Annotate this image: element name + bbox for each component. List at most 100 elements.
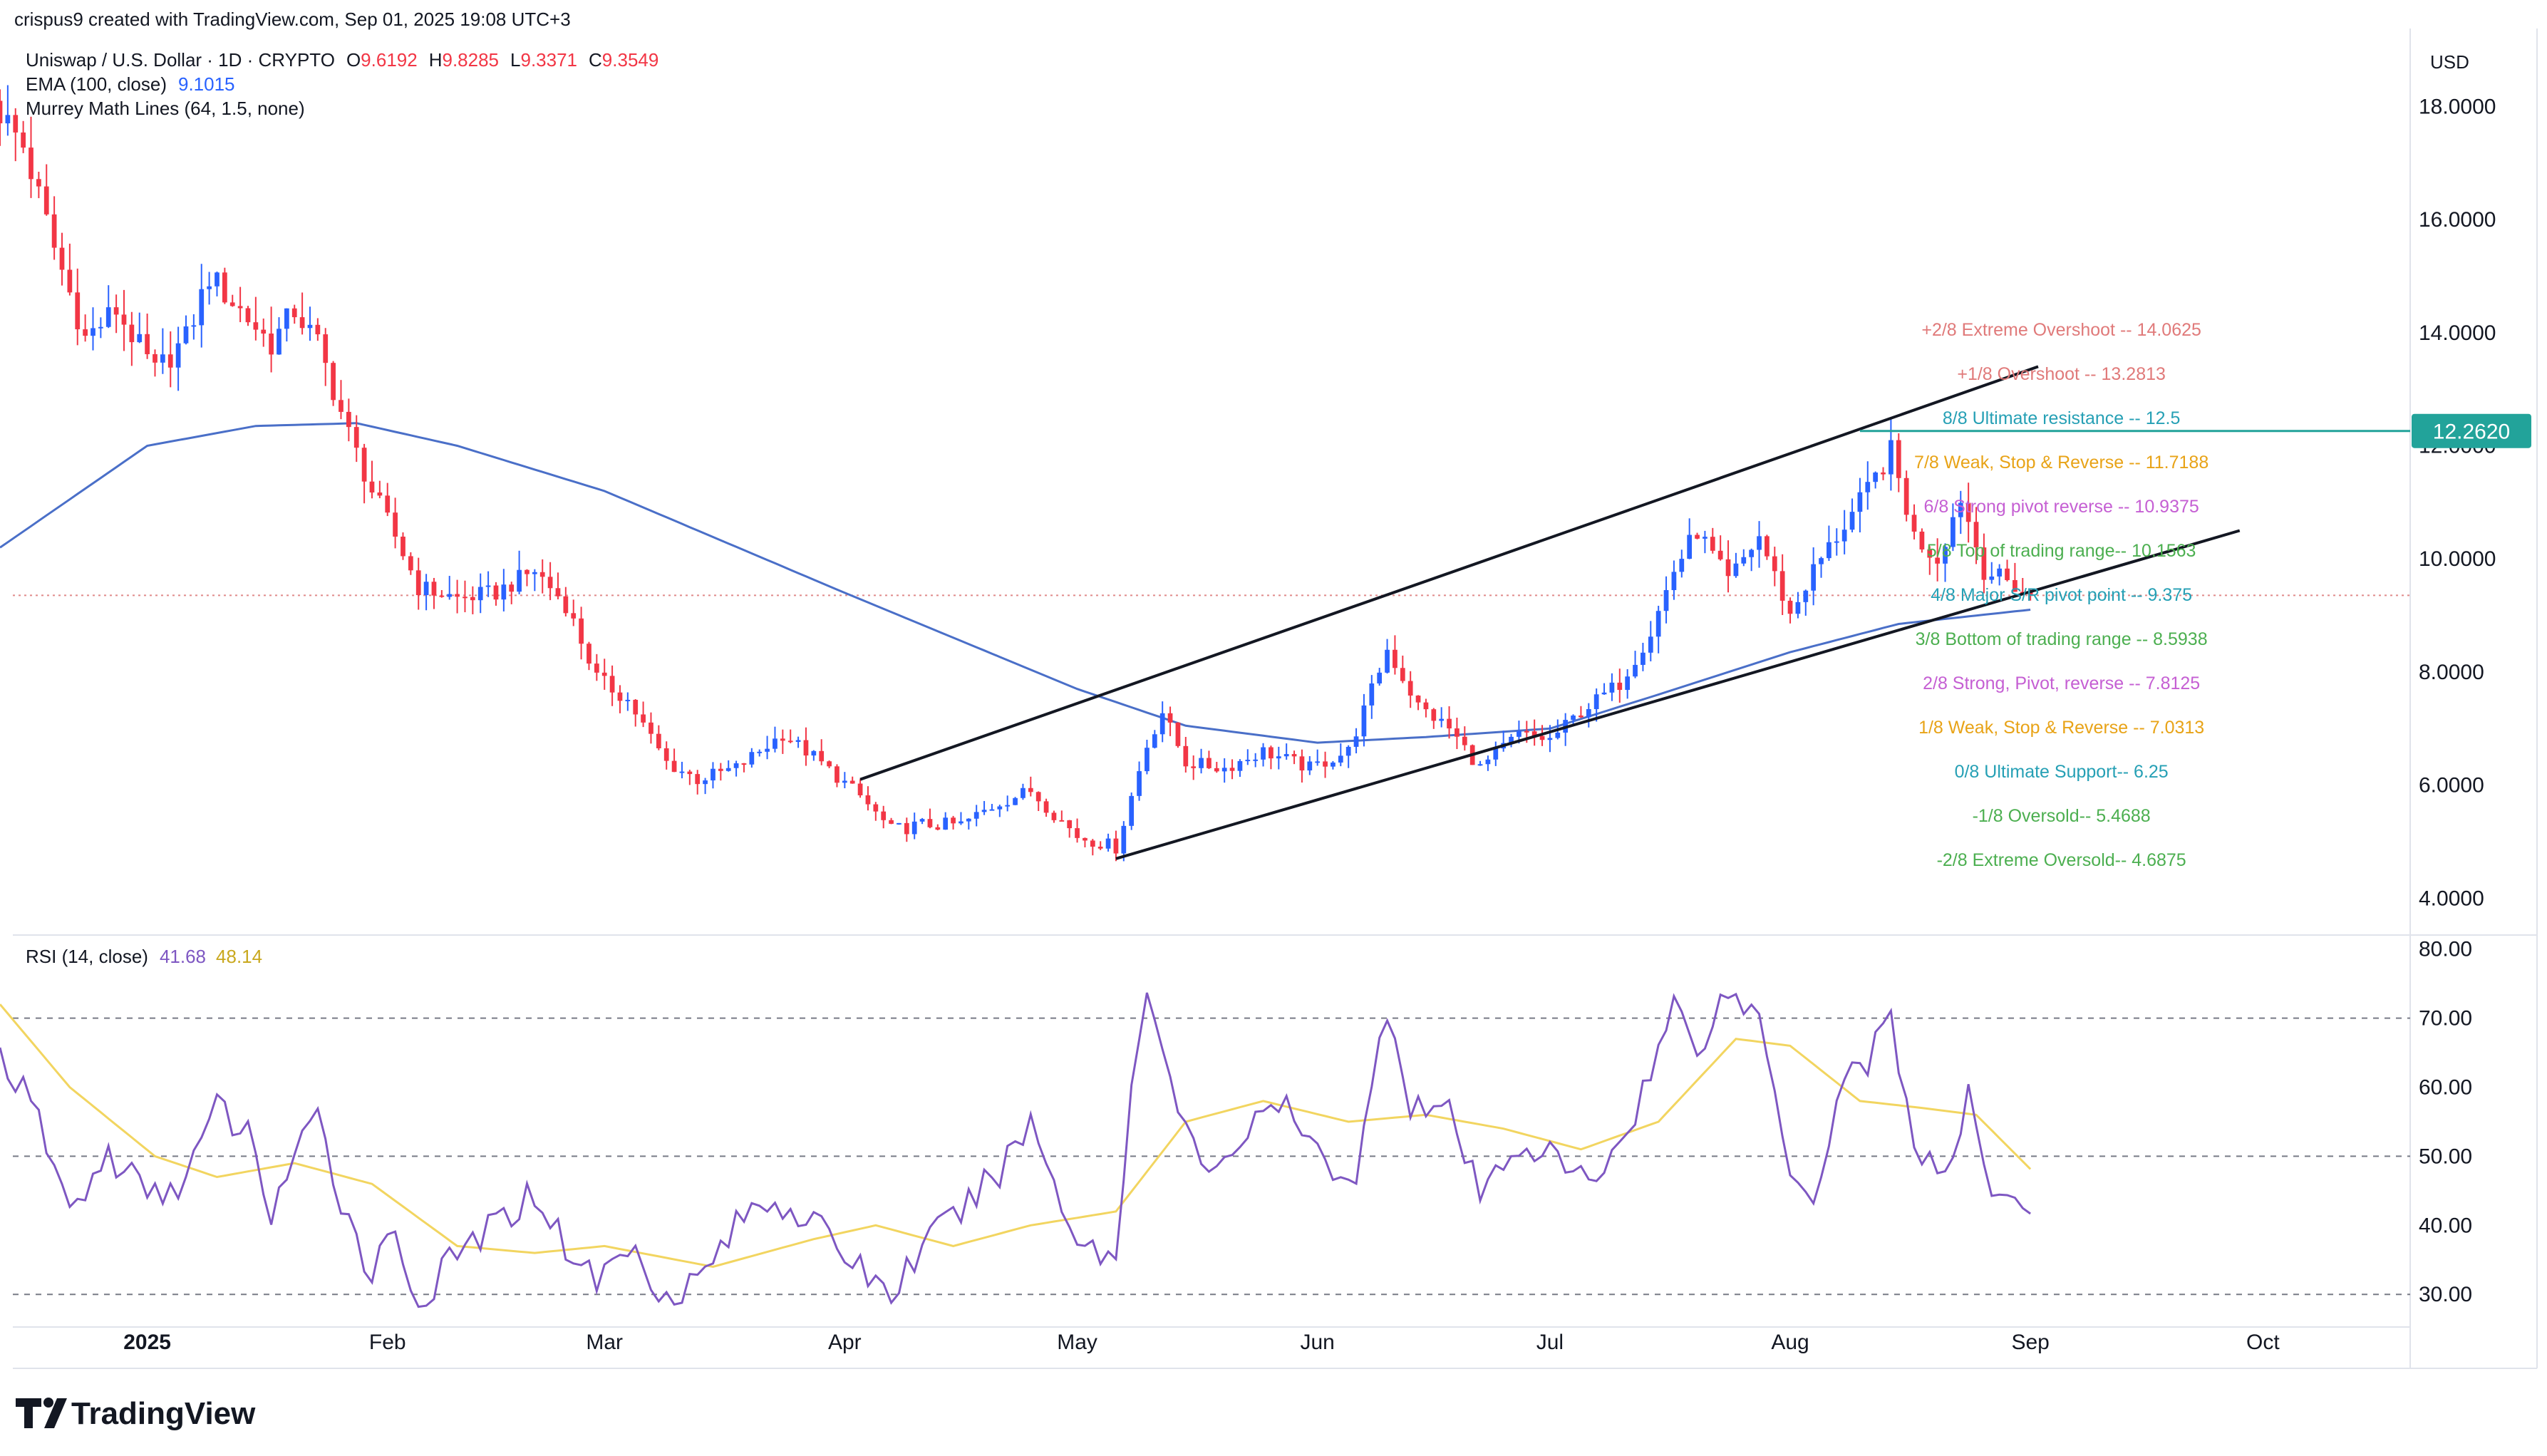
candle <box>1237 759 1243 778</box>
legend-row-rsi[interactable]: RSI (14, close) 41.68 48.14 <box>26 946 262 967</box>
candle <box>1043 798 1049 817</box>
candle <box>51 196 57 260</box>
candle <box>1283 743 1289 760</box>
trend-channel[interactable] <box>859 365 2241 860</box>
candle <box>671 748 677 773</box>
candle-body <box>485 585 491 587</box>
channel-lower-line[interactable] <box>1115 529 2241 860</box>
murrey-level-label: 3/8 Bottom of trading range -- 8.5938 <box>1916 629 2208 649</box>
candle <box>393 497 398 549</box>
candle <box>439 589 445 598</box>
candle-body <box>1989 576 1995 580</box>
candle-body <box>1772 556 1777 572</box>
candle <box>1028 776 1033 797</box>
candle <box>361 443 367 504</box>
candle-body <box>1865 482 1871 492</box>
candle <box>1641 642 1646 671</box>
murrey-level-label: 4/8 Major S/R pivot point -- 9.375 <box>1931 585 2192 605</box>
legend-row-ema[interactable]: EMA (100, close) 9.1015 <box>26 73 235 95</box>
candle-body <box>1299 756 1305 771</box>
candle <box>555 572 561 599</box>
rsi-polyline <box>0 992 2031 1308</box>
candle-body <box>525 569 529 574</box>
candle <box>897 822 901 825</box>
candle-body <box>1625 676 1631 691</box>
currency-label[interactable]: USD <box>2430 51 2469 73</box>
candle <box>1865 461 1871 510</box>
candle-body <box>59 247 65 270</box>
candle-body <box>1493 748 1499 760</box>
candle-body <box>1524 730 1529 733</box>
candle-body <box>1253 759 1259 761</box>
candle <box>641 701 646 728</box>
candle <box>137 312 143 344</box>
candle-body <box>75 292 81 330</box>
candle-body <box>1229 768 1235 771</box>
candle <box>1609 673 1615 701</box>
candle <box>1175 722 1181 748</box>
candle-body <box>1593 694 1599 710</box>
candle-body <box>989 809 995 811</box>
candle <box>1121 821 1127 862</box>
candle-body <box>865 795 871 805</box>
candle <box>222 267 227 304</box>
candle <box>1393 635 1398 675</box>
candle-body <box>199 289 205 326</box>
candle-body <box>966 818 971 822</box>
candle <box>889 817 894 825</box>
candle-body <box>1245 760 1251 762</box>
candle-body <box>1105 838 1111 849</box>
candle-body <box>245 308 251 323</box>
candle <box>1152 730 1157 749</box>
candle-body <box>2027 592 2033 596</box>
candle <box>501 569 507 611</box>
candle-body <box>1889 440 1894 475</box>
candle <box>1167 706 1173 736</box>
candle <box>1485 755 1491 771</box>
candle <box>873 802 879 821</box>
candle-body <box>145 334 150 354</box>
candle-body <box>935 827 941 830</box>
candle <box>725 760 731 772</box>
candle <box>1214 761 1219 773</box>
legend-row-symbol[interactable]: Uniswap / U.S. Dollar · 1D · CRYPTO O9.61… <box>26 49 658 71</box>
candle-body <box>1841 530 1847 542</box>
candle <box>183 315 189 345</box>
candle <box>455 579 460 614</box>
candle <box>1757 521 1762 568</box>
tradingview-logo[interactable]: TradingView <box>16 1396 256 1431</box>
candle <box>408 552 413 575</box>
candle-body <box>129 324 135 343</box>
ohlc-l-label: L <box>510 49 520 71</box>
candle-body <box>1710 537 1715 551</box>
candle-body <box>1269 747 1274 759</box>
candle-body <box>981 810 987 812</box>
candle-body <box>1462 736 1467 745</box>
channel-upper-line[interactable] <box>859 365 2039 781</box>
candle-body <box>1819 558 1824 564</box>
candle <box>36 171 41 199</box>
pane-frames <box>13 29 2538 1369</box>
candle-body <box>711 768 715 781</box>
candle-body <box>1717 550 1723 559</box>
candle <box>307 306 313 341</box>
candle <box>1090 839 1095 856</box>
time-axis[interactable]: 2025 Feb Mar Apr May Jun Jul Aug Sep Oct <box>123 1331 2280 1354</box>
rsi-axis[interactable]: 80.00 70.00 60.00 50.00 40.00 30.00 <box>2419 938 2472 1307</box>
candle-body <box>703 780 708 785</box>
candle-body <box>167 354 173 368</box>
candle <box>5 85 11 136</box>
candle <box>1207 750 1211 770</box>
candle-body <box>207 286 212 289</box>
legend-row-murrey[interactable]: Murrey Math Lines (64, 1.5, none) <box>26 98 305 119</box>
candle <box>1779 554 1785 616</box>
candle <box>1679 549 1685 578</box>
price-tick-label: 4.0000 <box>2419 887 2484 910</box>
candle <box>1051 810 1057 823</box>
candle <box>1919 528 1925 553</box>
candle <box>532 569 537 592</box>
candle-body <box>835 766 839 783</box>
candle-body <box>477 587 483 601</box>
